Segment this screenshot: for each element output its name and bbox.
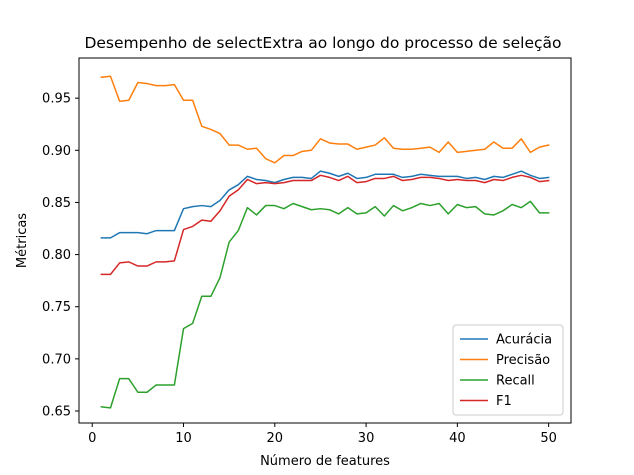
x-tick-label: 40 bbox=[449, 431, 466, 446]
legend-label-acuracia: Acurácia bbox=[496, 333, 552, 348]
y-tick-label: 0.80 bbox=[42, 248, 71, 263]
y-tick-label: 0.95 bbox=[42, 92, 71, 107]
y-tick-label: 0.90 bbox=[42, 144, 71, 159]
series-line-recall bbox=[100, 200, 550, 409]
x-tick-label: 30 bbox=[358, 431, 375, 446]
chart-title: Desempenho de selectExtra ao longo do pr… bbox=[84, 34, 561, 52]
y-tick-label: 0.65 bbox=[42, 405, 71, 420]
y-axis-label: Métricas bbox=[15, 213, 30, 268]
series-layer bbox=[100, 75, 550, 409]
legend-box bbox=[452, 324, 564, 416]
y-tick-label: 0.75 bbox=[42, 300, 71, 315]
x-axis-label: Número de features bbox=[260, 454, 390, 469]
series-line-acuracia bbox=[100, 170, 550, 239]
y-tick-label: 0.85 bbox=[42, 196, 71, 211]
x-tick-label: 50 bbox=[540, 431, 557, 446]
axes-layer: 0 10 20 30 40 50 0.65 0.70 0.75 0.80 0.85 0.90 0.95 bbox=[42, 92, 557, 446]
plot-frame bbox=[78, 57, 572, 424]
legend-label-recall: Recall bbox=[496, 374, 535, 389]
series-line-precisao bbox=[100, 75, 550, 164]
series-line-f1 bbox=[100, 174, 550, 276]
x-tick-label: 20 bbox=[267, 431, 284, 446]
x-tick-label: 0 bbox=[88, 431, 96, 446]
y-tick-label: 0.70 bbox=[42, 352, 71, 367]
legend-label-precisao: Precisão bbox=[496, 353, 550, 368]
legend-label-f1: F1 bbox=[496, 394, 512, 409]
legend: Acurácia Precisão Recall F1 bbox=[452, 324, 564, 416]
x-tick-label: 10 bbox=[175, 431, 192, 446]
